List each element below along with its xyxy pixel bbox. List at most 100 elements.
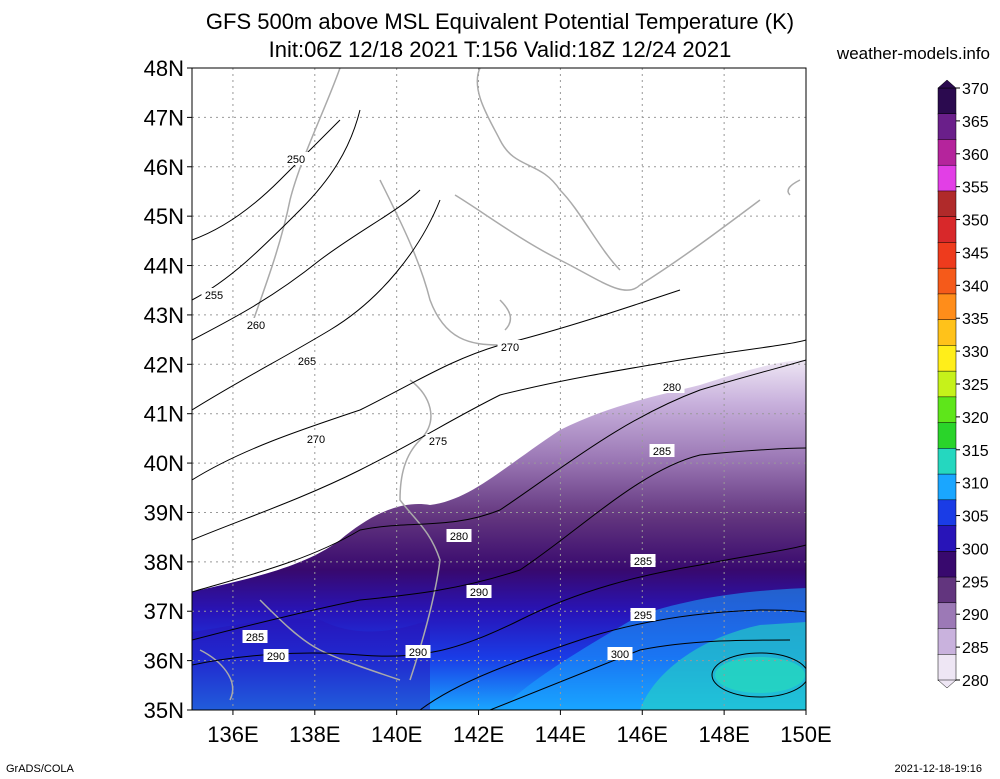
lat-tick-label: 40N bbox=[144, 451, 184, 476]
contour-label-bg bbox=[283, 152, 309, 165]
contour-label-bg bbox=[466, 585, 492, 598]
colorbar-swatch bbox=[937, 448, 957, 475]
colorbar-swatch bbox=[937, 551, 957, 578]
contour-label-bg bbox=[607, 647, 633, 660]
chart-subtitle: Init:06Z 12/18 2021 T:156 Valid:18Z 12/2… bbox=[268, 37, 732, 62]
footer-timestamp: 2021-12-18-19:16 bbox=[894, 763, 982, 775]
contour-label: 285 bbox=[653, 446, 671, 458]
lon-tick-label: 150E bbox=[780, 722, 831, 747]
contour-label: 250 bbox=[287, 154, 305, 166]
colorbar-label: 320 bbox=[962, 410, 989, 427]
longitude-axis: 136E 138E 140E 142E 144E 146E 148E 150E bbox=[207, 710, 832, 747]
colorbar-swatch bbox=[937, 113, 957, 141]
site-label: weather-models.info bbox=[836, 44, 990, 63]
colorbar-label: 345 bbox=[962, 245, 989, 262]
colorbar-swatch bbox=[937, 190, 957, 218]
lat-tick-label: 47N bbox=[144, 105, 184, 130]
lat-tick-label: 36N bbox=[144, 649, 184, 674]
colorbar-swatch bbox=[937, 422, 957, 450]
colorbar-label: 350 bbox=[962, 213, 989, 230]
contour-label: 280 bbox=[450, 531, 468, 543]
lon-tick-label: 142E bbox=[453, 722, 504, 747]
contour-label-bg bbox=[242, 630, 268, 643]
lon-tick-label: 140E bbox=[371, 722, 422, 747]
contour-label: 280 bbox=[663, 382, 681, 394]
colorbar-swatch bbox=[937, 396, 957, 424]
colorbar-label: 370 bbox=[962, 81, 989, 98]
lat-tick-label: 35N bbox=[144, 698, 184, 723]
colorbar-label: 295 bbox=[962, 574, 989, 591]
colorbar-label: 285 bbox=[962, 640, 989, 657]
colorbar-swatch bbox=[937, 267, 957, 295]
lon-tick-label: 146E bbox=[617, 722, 668, 747]
lat-tick-label: 45N bbox=[144, 204, 184, 229]
latitude-axis: 48N 47N 46N 45N 44N 43N 42N 41N 40N 39N 38N 37N 36N 3… bbox=[144, 56, 192, 723]
lat-tick-label: 46N bbox=[144, 155, 184, 180]
colorbar-swatch bbox=[937, 473, 957, 501]
contour-label: 285 bbox=[246, 632, 264, 644]
contour-label-bg bbox=[294, 354, 320, 367]
colorbar-swatch bbox=[937, 216, 957, 244]
lat-tick-label: 39N bbox=[144, 500, 184, 525]
colorbar-top-arrow bbox=[937, 79, 957, 89]
lon-tick-label: 136E bbox=[207, 722, 258, 747]
colorbar-label: 280 bbox=[962, 673, 989, 690]
lon-tick-label: 144E bbox=[535, 722, 586, 747]
colorbar-swatch bbox=[937, 345, 957, 372]
colorbar-label: 360 bbox=[962, 147, 989, 164]
contour-label-bg bbox=[446, 529, 472, 542]
colorbar-label: 300 bbox=[962, 541, 989, 558]
contour-label: 290 bbox=[470, 587, 488, 599]
colorbar-swatch bbox=[937, 164, 957, 192]
contour-label-bg bbox=[630, 554, 656, 567]
colorbar-swatch bbox=[937, 293, 957, 321]
colorbar-swatch bbox=[937, 654, 957, 681]
contour-label: 300 bbox=[611, 649, 629, 661]
colorbar-label: 305 bbox=[962, 509, 989, 526]
contour-label-bg bbox=[303, 432, 329, 445]
graticule bbox=[192, 68, 806, 710]
colorbar-swatch bbox=[937, 319, 957, 347]
contour-label-bg bbox=[243, 318, 269, 331]
lat-tick-label: 48N bbox=[144, 56, 184, 81]
coastline bbox=[199, 68, 801, 701]
contour-label-bg bbox=[201, 288, 227, 301]
colorbar-swatch bbox=[937, 499, 957, 527]
colorbar-swatch bbox=[937, 242, 957, 269]
contour-label: 290 bbox=[409, 647, 427, 659]
map-border bbox=[191, 67, 807, 711]
contour-label: 275 bbox=[429, 436, 447, 448]
colorbar-label: 290 bbox=[962, 607, 989, 624]
colorbar: 370 365 360 355 350 345 340 335 330 325 320 315 310 3… bbox=[937, 79, 989, 690]
contour-label: 295 bbox=[634, 610, 652, 622]
contour-lines bbox=[192, 109, 806, 710]
colorbar-bottom-arrow bbox=[937, 679, 957, 689]
lon-tick-label: 138E bbox=[289, 722, 340, 747]
lat-tick-label: 38N bbox=[144, 550, 184, 575]
contour-label: 270 bbox=[307, 434, 325, 446]
colorbar-swatch bbox=[937, 525, 957, 553]
lat-tick-label: 41N bbox=[144, 402, 184, 427]
contour-label-bg bbox=[659, 380, 685, 393]
contour-label-bg bbox=[405, 645, 431, 658]
lat-tick-label: 44N bbox=[144, 254, 184, 279]
lat-tick-label: 42N bbox=[144, 352, 184, 377]
colorbar-swatch bbox=[937, 370, 957, 398]
colorbar-swatch bbox=[937, 139, 957, 166]
chart-title: GFS 500m above MSL Equivalent Potential … bbox=[205, 9, 795, 34]
colorbar-swatch bbox=[937, 602, 957, 630]
lat-tick-label: 37N bbox=[144, 599, 184, 624]
footer-software: GrADS/COLA bbox=[6, 763, 74, 775]
contour-label: 255 bbox=[205, 290, 223, 302]
colorbar-label: 330 bbox=[962, 344, 989, 361]
contour-label: 285 bbox=[634, 556, 652, 568]
contour-label-bg bbox=[497, 340, 523, 353]
map-panel: 2502552602652702702752802802852852902902… bbox=[192, 68, 806, 710]
colorbar-label: 355 bbox=[962, 180, 989, 197]
contour-label-bg bbox=[649, 444, 675, 457]
colorbar-label: 325 bbox=[962, 377, 989, 394]
contour-label-bg bbox=[263, 649, 289, 662]
contour-label-bg bbox=[630, 608, 656, 621]
lat-tick-label: 43N bbox=[144, 303, 184, 328]
